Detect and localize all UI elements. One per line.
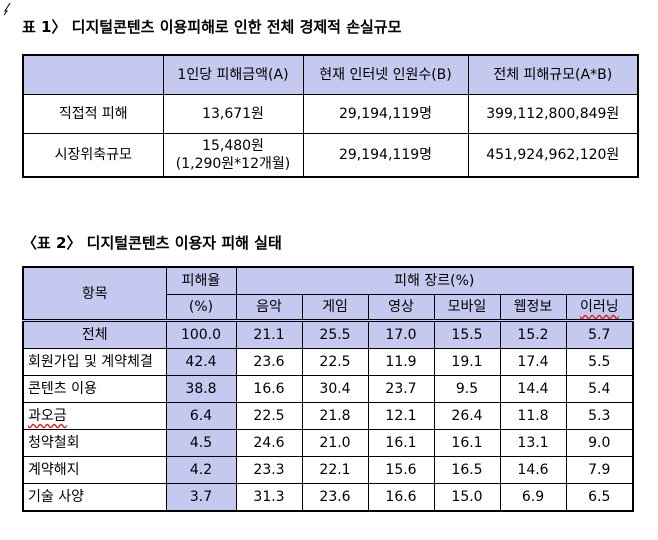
per-person-amount: 15,480원 — [202, 138, 264, 154]
table-row: 직접적 피해 13,671원 29,194,119명 399,112,800,8… — [22, 94, 639, 134]
genre-value: 21.0 — [301, 429, 369, 457]
genre-value: 16.1 — [367, 429, 435, 457]
row-label: 기술 사양 — [22, 483, 167, 512]
genre-value: 15.0 — [433, 483, 501, 512]
row-label: 전체 — [22, 319, 167, 349]
header-cell: 현재 인터넷 인원수(B) — [302, 54, 469, 95]
table-row: 기술 사양 3.7 31.3 23.6 16.6 15.0 6.9 6.5 — [22, 483, 634, 512]
table2-title: 〈표 2〉 디지털콘텐츠 이용자 피해 실태 — [22, 234, 282, 252]
per-person-formula: (1,290원*12개월) — [175, 156, 291, 172]
genre-header: 웹정보 — [499, 294, 567, 321]
damage-rate: 38.8 — [165, 375, 237, 403]
genre-value: 21.1 — [235, 319, 303, 349]
header-rate-unit: (%) — [165, 294, 237, 321]
genre-value: 23.7 — [367, 375, 435, 403]
genre-value: 5.4 — [565, 375, 634, 403]
damage-rate: 100.0 — [165, 319, 237, 349]
damage-rate: 4.2 — [165, 456, 237, 484]
genre-value: 22.1 — [301, 456, 369, 484]
genre-value: 25.5 — [301, 319, 369, 349]
genre-value: 6.9 — [499, 483, 567, 512]
row-label: 계약해지 — [22, 456, 167, 484]
header-genre: 피해 장르(%) — [235, 266, 634, 295]
table-header-row: 1인당 피해금액(A) 현재 인터넷 인원수(B) 전체 피해규모(A*B) — [22, 54, 639, 95]
per-person-damage: 13,671원 — [162, 94, 304, 134]
genre-value: 5.3 — [565, 402, 634, 430]
genre-value: 5.7 — [565, 319, 634, 349]
total-damage: 451,924,962,120원 — [467, 133, 639, 178]
genre-value: 23.6 — [301, 483, 369, 512]
table-row: 콘텐츠 이용 38.8 16.6 30.4 23.7 9.5 14.4 5.4 — [22, 375, 634, 403]
genre-value: 16.5 — [433, 456, 501, 484]
genre-value: 19.1 — [433, 348, 501, 376]
genre-value: 9.0 — [565, 429, 634, 457]
genre-value: 11.9 — [367, 348, 435, 376]
genre-value: 26.4 — [433, 402, 501, 430]
damage-rate: 42.4 — [165, 348, 237, 376]
genre-value: 14.6 — [499, 456, 567, 484]
genre-header: 음악 — [235, 294, 303, 321]
header-rate: 피해율 — [165, 266, 237, 295]
row-label: 회원가입 및 계약체결 — [22, 348, 167, 376]
genre-value: 16.1 — [433, 429, 501, 457]
damage-rate: 4.5 — [165, 429, 237, 457]
corner-mark-icon — [3, 2, 11, 16]
header-cell: 1인당 피해금액(A) — [162, 54, 304, 95]
table-header-row: 항목 피해율 피해 장르(%) — [22, 266, 634, 321]
genre-header: 이러닝 — [565, 294, 634, 321]
row-label: 시장위축규모 — [22, 133, 164, 178]
row-label: 과오금 — [22, 402, 167, 430]
header-cell: 전체 피해규모(A*B) — [467, 54, 639, 95]
genre-header: 게임 — [301, 294, 369, 321]
genre-value: 31.3 — [235, 483, 303, 512]
genre-value: 13.1 — [499, 429, 567, 457]
genre-value: 15.5 — [433, 319, 501, 349]
damage-rate: 6.4 — [165, 402, 237, 430]
damage-rate: 3.7 — [165, 483, 237, 512]
genre-value: 15.6 — [367, 456, 435, 484]
damage-status-table: 항목 피해율 피해 장르(%) (%) 음악 게임 영상 모바일 웹정보 이러닝… — [22, 266, 635, 512]
table-subheader-row: (%) 음악 게임 영상 모바일 웹정보 이러닝 — [23, 294, 634, 321]
genre-value: 11.8 — [499, 402, 567, 430]
header-cell-empty — [22, 54, 164, 95]
row-label-text: 과오금 — [28, 408, 67, 424]
genre-value: 21.8 — [301, 402, 369, 430]
genre-value: 17.0 — [367, 319, 435, 349]
genre-value: 24.6 — [235, 429, 303, 457]
table1-title: 표 1〉 디지털콘텐츠 이용피해로 인한 전체 경제적 손실규모 — [22, 18, 402, 36]
table-row: 과오금 6.4 22.5 21.8 12.1 26.4 11.8 5.3 — [22, 402, 634, 430]
genre-value: 7.9 — [565, 456, 634, 484]
genre-value: 16.6 — [367, 483, 435, 512]
table-row: 시장위축규모 15,480원 (1,290원*12개월) 29,194,119명… — [22, 133, 639, 178]
table-row: 청약철회 4.5 24.6 21.0 16.1 16.1 13.1 9.0 — [22, 429, 634, 457]
row-label: 콘텐츠 이용 — [22, 375, 167, 403]
internet-users: 29,194,119명 — [302, 94, 469, 134]
damage-scale-table: 1인당 피해금액(A) 현재 인터넷 인원수(B) 전체 피해규모(A*B) 직… — [22, 54, 639, 178]
row-label: 직접적 피해 — [22, 94, 164, 134]
genre-header: 영상 — [367, 294, 435, 321]
genre-header: 모바일 — [433, 294, 501, 321]
header-item: 항목 — [22, 266, 167, 321]
row-label: 청약철회 — [22, 429, 167, 457]
table-row: 회원가입 및 계약체결 42.4 23.6 22.5 11.9 19.1 17.… — [22, 348, 634, 376]
table-row: 계약해지 4.2 23.3 22.1 15.6 16.5 14.6 7.9 — [22, 456, 634, 484]
genre-header-label: 이러닝 — [579, 299, 619, 315]
genre-value: 14.4 — [499, 375, 567, 403]
genre-value: 17.4 — [499, 348, 567, 376]
genre-value: 22.5 — [235, 402, 303, 430]
genre-value: 23.3 — [235, 456, 303, 484]
genre-value: 30.4 — [301, 375, 369, 403]
total-damage: 399,112,800,849원 — [467, 94, 639, 134]
genre-value: 12.1 — [367, 402, 435, 430]
per-person-damage: 15,480원 (1,290원*12개월) — [162, 133, 304, 178]
genre-value: 22.5 — [301, 348, 369, 376]
genre-value: 5.5 — [565, 348, 634, 376]
genre-value: 23.6 — [235, 348, 303, 376]
genre-value: 6.5 — [565, 483, 634, 512]
genre-value: 16.6 — [235, 375, 303, 403]
internet-users: 29,194,119명 — [302, 133, 469, 178]
genre-value: 9.5 — [433, 375, 501, 403]
table-row-total: 전체 100.0 21.1 25.5 17.0 15.5 15.2 5.7 — [22, 319, 634, 349]
genre-value: 15.2 — [499, 319, 567, 349]
